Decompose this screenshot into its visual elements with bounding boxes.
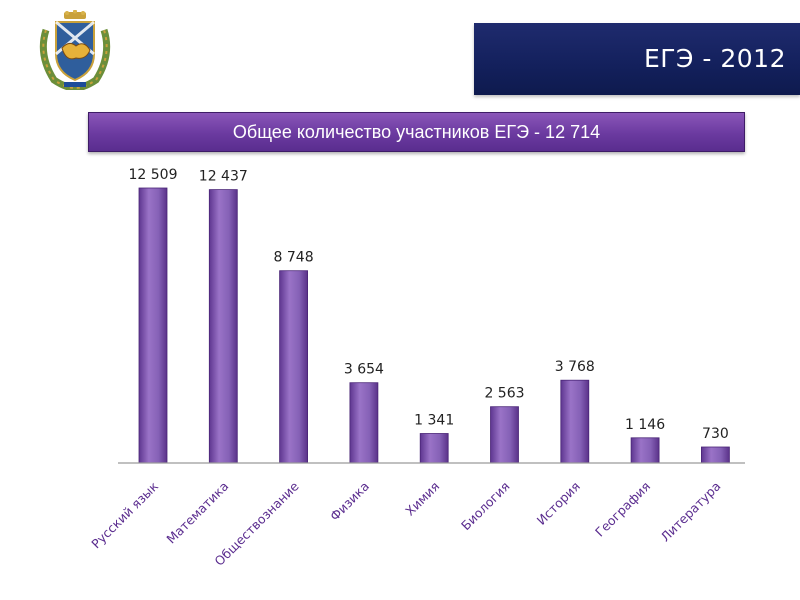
category-label: Химия (402, 479, 442, 519)
bar (208, 189, 238, 464)
category-label: Биология (458, 479, 513, 534)
bar (701, 446, 730, 464)
title-bar: ЕГЭ - 2012 (474, 23, 800, 95)
data-label: 1 146 (625, 417, 665, 433)
data-label: 1 341 (414, 413, 454, 429)
bar (138, 187, 168, 464)
data-label: 2 563 (484, 386, 524, 402)
data-label: 12 437 (199, 169, 248, 185)
category-label: Физика (327, 479, 372, 524)
category-label: История (534, 479, 583, 528)
category-label: Литература (657, 479, 723, 545)
bar (560, 379, 590, 464)
category-label: Математика (163, 479, 231, 547)
bar (279, 270, 309, 464)
category-label: Русский язык (88, 478, 161, 551)
subtitle-banner: Общее количество участников ЕГЭ - 12 714 (88, 112, 745, 152)
bar (630, 437, 660, 464)
coat-of-arms-icon (39, 10, 111, 90)
data-label: 3 654 (344, 362, 384, 378)
bar-chart: 12 509 12 437 8 748 3 654 1 341 2 563 3 768 1 1… (88, 167, 745, 569)
bar (490, 406, 519, 464)
bar (419, 433, 449, 464)
page-title: ЕГЭ - 2012 (643, 44, 786, 73)
data-label: 8 748 (274, 250, 314, 266)
subtitle-text: Общее количество участников ЕГЭ - 12 714 (232, 122, 601, 142)
category-label: География (592, 479, 653, 540)
data-label: 12 509 (129, 167, 178, 183)
data-label: 3 768 (555, 359, 595, 375)
data-label: 730 (702, 426, 729, 442)
bar (349, 382, 379, 464)
